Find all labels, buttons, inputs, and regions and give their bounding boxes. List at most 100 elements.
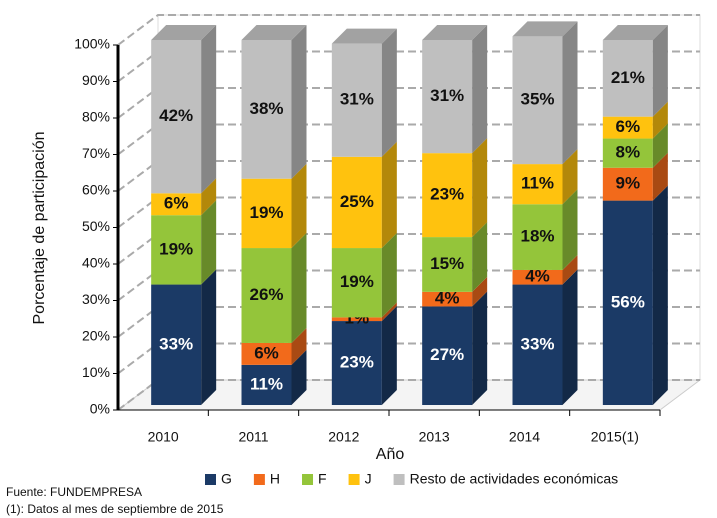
bar-side [652,25,668,117]
bar-top [331,28,397,44]
bar [241,342,292,365]
bar [422,40,473,154]
y-tick-label: 0% [90,401,110,417]
y-tick-label: 40% [82,255,110,271]
data-label: 31% [430,86,464,105]
bar [331,321,382,405]
bar [331,156,382,249]
bar-side [562,149,578,205]
bar-side [562,21,578,165]
bar-side [652,152,668,201]
bar-top [241,25,307,40]
bar [241,40,292,179]
bar-top [602,25,668,40]
legend-label: Resto de actividades económicas [410,471,619,487]
data-label: 23% [340,353,374,372]
bar-side [472,25,488,154]
y-tick-label: 100% [74,36,110,52]
legend-label: F [318,471,327,487]
data-label: 21% [611,68,645,87]
y-tick-label: 50% [82,218,110,234]
bar-side [201,178,217,216]
data-label: 4% [435,289,460,308]
y-tick-label: 80% [82,109,110,125]
bar-side [381,233,397,318]
bar [602,116,653,139]
data-label: 9% [616,174,641,193]
data-label: 6% [616,117,641,136]
bar-side [472,276,488,307]
data-label: 15% [430,254,464,273]
bar-side [472,222,488,292]
x-tick-label: 2014 [509,429,540,445]
bar-side [201,25,217,194]
bar-side [652,123,668,168]
x-tick-label: 2013 [419,429,450,445]
data-label: 26% [249,285,283,304]
bar [331,43,382,157]
data-label: 4% [525,267,550,286]
x-axis-label: Año [376,446,405,463]
legend-swatch [302,474,314,485]
bar [512,269,563,285]
bar-side [291,233,307,343]
bar [512,284,563,405]
data-label: 6% [164,194,189,213]
bar-top [151,25,217,40]
legend-label: J [365,471,372,487]
data-label: 6% [254,343,279,362]
data-label: 27% [430,345,464,364]
bar-side [291,163,307,249]
bar [602,167,653,201]
y-axis-label: Porcentaje de participación [31,131,48,324]
bar [241,178,292,249]
grid-line [117,14,700,46]
bar-side [652,185,668,405]
bar-top [422,25,488,40]
data-label: 11% [250,374,283,393]
data-label: 35% [520,90,554,109]
y-tick-label: 10% [82,364,110,380]
legend-swatch [205,474,216,485]
data-label: 18% [520,227,554,246]
data-label: 33% [159,334,193,353]
bar-side [652,101,668,139]
bar [241,248,292,343]
bar-side [562,189,578,270]
bar-side [472,291,488,405]
bar [331,248,382,318]
data-label: 31% [340,90,374,109]
y-tick-label: 70% [82,145,110,161]
bar-side [562,254,578,285]
bar [602,40,653,117]
data-label: 42% [159,106,193,125]
bar-side [291,349,307,405]
data-label: 23% [430,185,464,204]
y-tick-label: 30% [82,291,110,307]
bar [151,284,202,405]
data-label: 38% [249,99,283,118]
legend-swatch [348,474,360,485]
bar [422,153,473,238]
bar [422,291,473,307]
y-tick-label: 90% [82,72,110,88]
bar [151,193,202,216]
bar [512,204,563,270]
footnote: (1): Datos al mes de septiembre de 2015 [6,502,224,516]
data-label: 19% [340,272,374,291]
legend-swatch [253,474,265,485]
bar [331,317,382,322]
data-label: 8% [616,143,641,162]
bar-top [512,21,578,37]
bar [602,138,653,168]
data-label: 25% [340,192,374,211]
y-tick-label: 60% [82,182,110,198]
bar [151,40,202,194]
legend-swatch [393,474,405,485]
bar-side [381,306,397,405]
bar-side [381,302,397,322]
bar [241,364,292,405]
legend-label: H [270,471,280,487]
bar [422,306,473,405]
